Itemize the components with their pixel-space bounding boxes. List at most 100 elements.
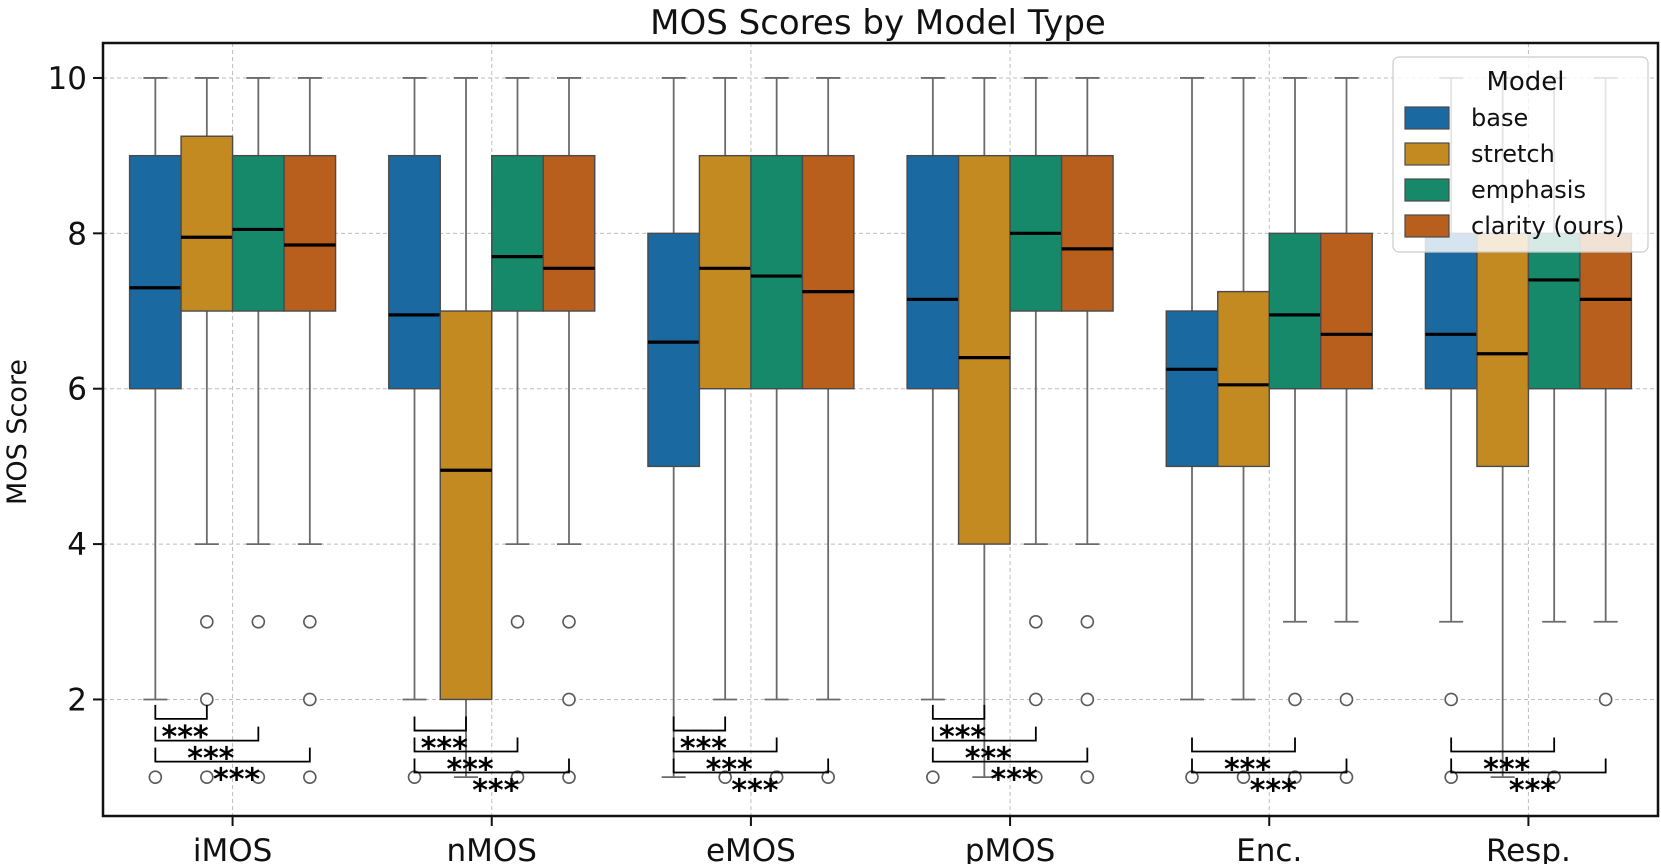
sig-bracket: *** — [672, 716, 727, 767]
bracket-line — [672, 716, 727, 732]
sig-bracket: *** — [1191, 737, 1296, 788]
box-iqr — [491, 154, 544, 312]
outlier-point — [148, 770, 163, 784]
bracket-line — [672, 737, 778, 753]
box-iqr — [283, 154, 337, 312]
box-iqr — [801, 154, 855, 390]
box-iqr — [1424, 232, 1478, 390]
bracket-line — [1191, 737, 1296, 753]
sig-label: *** — [446, 753, 493, 788]
box-iqr — [1268, 232, 1322, 390]
bracket-line — [154, 704, 208, 720]
box-emphasis-resp — [1527, 77, 1581, 784]
box-iqr — [1320, 232, 1373, 390]
box-clarity-ours--emos — [801, 77, 855, 784]
box-stretch-enc — [1217, 77, 1270, 784]
sig-label: *** — [472, 773, 519, 808]
y-tick-label: 2 — [67, 682, 87, 718]
legend-title: Model — [1486, 67, 1564, 97]
legend-label: base — [1471, 104, 1528, 132]
outlier-point — [200, 692, 214, 707]
sig-bracket: *** — [154, 704, 209, 755]
outlier-point — [1339, 692, 1354, 707]
legend-entry-clarity-ours-: clarity (ours) — [1404, 212, 1624, 240]
box-clarity-ours--imos — [283, 77, 337, 784]
box-base-enc — [1165, 77, 1219, 784]
sig-label: *** — [1224, 753, 1271, 788]
box-stretch-pmos — [957, 77, 1011, 779]
box-iqr — [698, 154, 752, 390]
sig-bracket: *** — [413, 737, 519, 788]
sig-label: *** — [680, 732, 727, 767]
box-base-pmos — [906, 77, 960, 784]
outlier-point — [926, 770, 940, 784]
box-base-imos — [128, 77, 182, 784]
x-tick-label: Enc. — [1236, 833, 1302, 864]
outlier-point — [1598, 692, 1613, 707]
box-iqr — [1060, 154, 1114, 312]
box-iqr — [128, 154, 182, 390]
box-iqr — [231, 154, 285, 312]
x-tick-label: pMOS — [965, 833, 1056, 864]
outlier-point — [510, 614, 525, 629]
sig-label: *** — [1250, 773, 1297, 808]
box-iqr — [957, 154, 1011, 545]
x-tick-label: eMOS — [706, 833, 796, 864]
box-iqr — [180, 135, 234, 312]
bracket-line — [154, 726, 260, 742]
sig-bracket: *** — [1450, 737, 1556, 788]
sig-bracket: *** — [413, 758, 570, 808]
outlier-point — [1080, 614, 1095, 629]
sig-label: *** — [706, 753, 753, 788]
outlier-point — [1444, 692, 1458, 707]
significance-annotations: ************************************ ****… — [154, 704, 1607, 808]
sig-label: *** — [162, 720, 209, 755]
box-clarity-ours--pmos — [1060, 77, 1114, 784]
sig-bracket: *** — [154, 726, 260, 777]
x-tick-label: nMOS — [447, 833, 537, 864]
y-axis-label: MOS Score — [2, 359, 33, 505]
box-iqr — [388, 154, 441, 390]
box-iqr — [1579, 232, 1633, 390]
sig-bracket: *** — [1191, 758, 1348, 808]
legend-entry-emphasis: emphasis — [1404, 176, 1586, 204]
outlier-point — [1029, 770, 1043, 784]
x-tick-label: iMOS — [193, 833, 272, 864]
sig-bracket: *** — [672, 737, 778, 788]
outlier-point — [1288, 770, 1302, 784]
outlier-point — [1547, 770, 1561, 784]
outlier-point — [562, 692, 576, 707]
outlier-point — [303, 614, 317, 629]
x-tick-label: Resp. — [1486, 833, 1571, 864]
legend-swatch — [1404, 142, 1450, 166]
outlier-point — [303, 692, 317, 707]
y-tick-label: 6 — [67, 372, 87, 408]
outlier-point — [510, 770, 525, 784]
legend-entry-stretch: stretch — [1404, 140, 1555, 168]
sig-label: *** — [991, 763, 1038, 798]
box-iqr — [750, 154, 804, 390]
sig-bracket: *** — [413, 716, 468, 767]
sig-label: *** — [1509, 773, 1556, 808]
box-iqr — [439, 310, 493, 701]
legend-label: emphasis — [1471, 176, 1586, 204]
bracket-line — [154, 747, 311, 763]
legend-swatch — [1404, 178, 1450, 202]
box-iqr — [906, 154, 960, 390]
outlier-point — [303, 770, 317, 784]
outlier-point — [1029, 692, 1043, 707]
bracket-line — [931, 704, 986, 720]
box-emphasis-pmos — [1009, 77, 1063, 784]
bracket-line — [413, 716, 467, 732]
bracket-line — [413, 758, 570, 774]
box-stretch-nmos — [439, 77, 493, 779]
outlier-point — [769, 770, 784, 784]
box-iqr — [1217, 290, 1270, 468]
bracket-line — [672, 758, 830, 774]
box-clarity-ours--nmos — [542, 77, 596, 784]
outlier-point — [1029, 614, 1043, 629]
plot-frame — [101, 41, 1660, 818]
box-iqr — [542, 154, 596, 312]
outlier-point — [200, 614, 214, 629]
